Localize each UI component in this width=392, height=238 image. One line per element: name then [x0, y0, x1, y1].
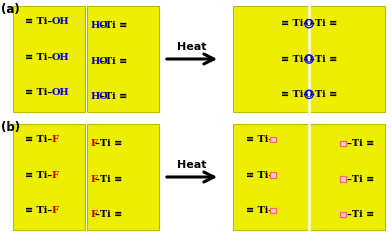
Bar — [13, 6, 85, 112]
Text: O: O — [305, 55, 313, 64]
Bar — [340, 176, 346, 182]
Text: OH: OH — [52, 53, 70, 61]
Text: F: F — [52, 206, 59, 215]
Text: ≡ Ti–: ≡ Ti– — [25, 17, 52, 26]
Text: ≡ Ti–: ≡ Ti– — [281, 19, 308, 28]
Text: OH: OH — [52, 88, 70, 97]
Text: ≡ Ti–: ≡ Ti– — [25, 170, 52, 179]
Text: –Ti ≡: –Ti ≡ — [100, 56, 127, 65]
Text: F: F — [52, 170, 59, 179]
Text: O: O — [305, 19, 313, 28]
Text: ≡ Ti–: ≡ Ti– — [281, 55, 308, 64]
Text: HO: HO — [91, 56, 109, 65]
Text: ≡ Ti–: ≡ Ti– — [25, 206, 52, 215]
Text: Heat: Heat — [177, 42, 207, 52]
Bar — [13, 124, 85, 230]
Text: –Ti ≡: –Ti ≡ — [347, 174, 374, 183]
Text: F: F — [91, 139, 98, 148]
Text: –Ti ≡: –Ti ≡ — [310, 55, 337, 64]
Text: ≡ Ti–: ≡ Ti– — [246, 170, 273, 179]
Text: –Ti ≡: –Ti ≡ — [347, 139, 374, 148]
Bar — [233, 124, 385, 230]
Bar — [340, 141, 346, 146]
Bar — [87, 6, 159, 112]
Bar — [340, 212, 346, 217]
Text: ≡ Ti–: ≡ Ti– — [25, 88, 52, 97]
Text: (a): (a) — [1, 3, 20, 16]
Bar — [233, 6, 385, 112]
Text: ≡ Ti–: ≡ Ti– — [281, 90, 308, 99]
Text: HO: HO — [91, 21, 109, 30]
Text: Heat: Heat — [177, 160, 207, 170]
Text: –Ti ≡: –Ti ≡ — [100, 21, 127, 30]
Text: OH: OH — [52, 17, 70, 26]
Text: ≡ Ti–: ≡ Ti– — [25, 135, 52, 144]
Text: ≡ Ti–: ≡ Ti– — [246, 135, 273, 144]
Text: –Ti ≡: –Ti ≡ — [347, 210, 374, 219]
Text: –Ti ≡: –Ti ≡ — [96, 139, 123, 148]
Text: –Ti ≡: –Ti ≡ — [310, 19, 337, 28]
Text: ≡ Ti–: ≡ Ti– — [246, 206, 273, 215]
Text: F: F — [91, 174, 98, 183]
Text: HO: HO — [91, 92, 109, 101]
Text: F: F — [52, 135, 59, 144]
Text: F: F — [91, 210, 98, 219]
Text: –Ti ≡: –Ti ≡ — [96, 174, 123, 183]
Bar — [270, 137, 276, 142]
Bar — [270, 172, 276, 178]
Text: ≡ Ti–: ≡ Ti– — [25, 53, 52, 61]
Text: O: O — [305, 90, 313, 99]
Text: (b): (b) — [1, 121, 20, 134]
Bar — [270, 208, 276, 213]
Bar — [87, 124, 159, 230]
Text: –Ti ≡: –Ti ≡ — [100, 92, 127, 101]
Text: –Ti ≡: –Ti ≡ — [96, 210, 123, 219]
Text: –Ti ≡: –Ti ≡ — [310, 90, 337, 99]
